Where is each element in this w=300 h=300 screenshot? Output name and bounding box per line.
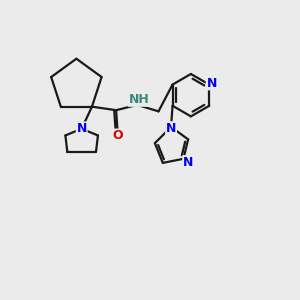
Text: N: N (206, 76, 217, 90)
Text: N: N (76, 122, 87, 135)
Text: NH: NH (128, 93, 149, 106)
Text: N: N (166, 122, 176, 135)
Text: O: O (112, 129, 123, 142)
Text: N: N (183, 156, 193, 169)
